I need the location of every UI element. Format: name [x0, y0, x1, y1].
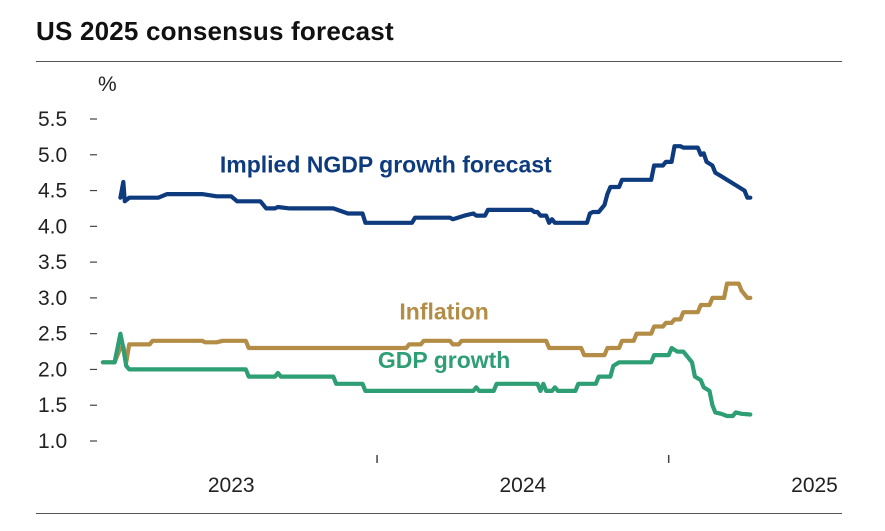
y-tick-label: 2.5 — [38, 323, 67, 346]
x-tick-label: 2024 — [500, 474, 547, 497]
y-tick-label: 5.5 — [38, 108, 67, 131]
y-axis: 1.0 1.5 2.0 2.5 3.0 3.5 4.0 4.5 5.0 5.5 — [38, 108, 97, 453]
series-label-2: GDP growth — [378, 347, 510, 373]
series-labels: Implied NGDP growth forecast Inflation GDP… — [220, 152, 552, 373]
y-tick-label: 4.5 — [38, 180, 67, 203]
series-label-1: Inflation — [399, 298, 488, 324]
series-lines — [100, 144, 753, 419]
y-axis-unit-label: % — [98, 73, 117, 96]
y-tick-label: 3.0 — [38, 287, 67, 310]
y-tick-label: 1.5 — [38, 394, 67, 417]
y-tick-label: 4.0 — [38, 215, 67, 238]
series-line-0 — [118, 144, 753, 225]
y-tick-label: 1.0 — [38, 430, 67, 453]
series-label-0: Implied NGDP growth forecast — [220, 152, 552, 178]
y-tick-label: 2.0 — [38, 358, 67, 381]
top-rule — [36, 61, 842, 62]
series-line-2 — [100, 331, 753, 419]
x-tick-label: 2023 — [208, 474, 255, 497]
bottom-rule — [36, 513, 842, 514]
chart-title: US 2025 consensus forecast — [36, 16, 394, 46]
y-tick-label: 5.0 — [38, 144, 67, 167]
x-axis: 2023 2024 2025 — [208, 455, 838, 497]
y-tick-label: 3.5 — [38, 251, 67, 274]
series-line-1 — [100, 281, 753, 365]
x-tick-label: 2025 — [791, 474, 838, 497]
